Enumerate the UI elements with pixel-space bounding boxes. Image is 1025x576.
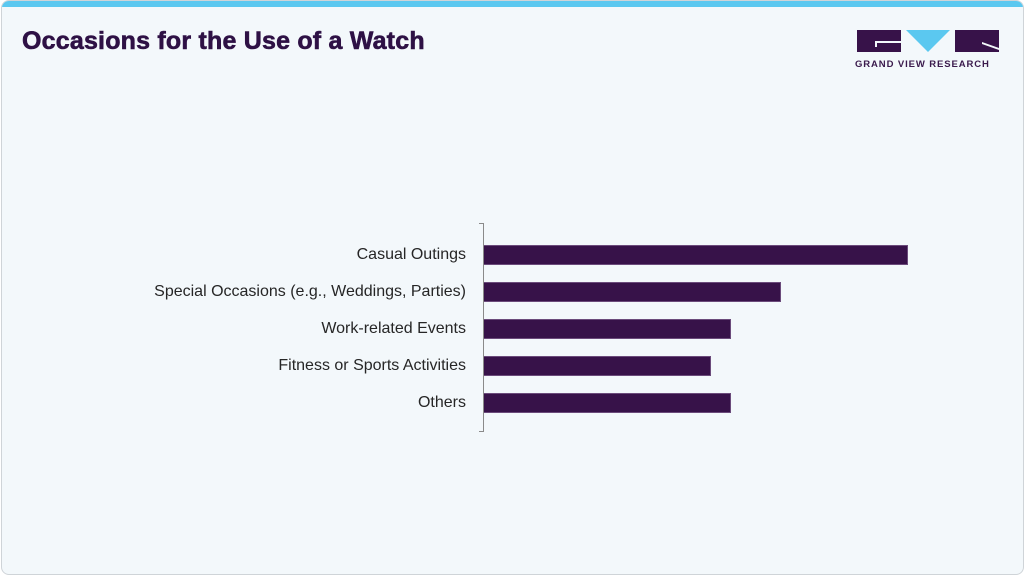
- grand-view-research-logo: GRAND VIEW RESEARCH: [855, 28, 1000, 73]
- category-label: Work-related Events: [321, 320, 466, 337]
- y-axis-line: [483, 223, 484, 432]
- bar-row: Others: [2, 392, 1023, 414]
- category-label: Others: [417, 394, 466, 411]
- page-title: Occasions for the Use of a Watch: [22, 27, 425, 56]
- bar-row: Special Occasions (e.g., Weddings, Parti…: [2, 281, 1023, 303]
- accent-top-bar: [2, 1, 1023, 7]
- category-label: Special Occasions (e.g., Weddings, Parti…: [154, 283, 466, 300]
- y-axis-tick-top: [479, 223, 484, 224]
- bar-row: Work-related Events: [2, 318, 1023, 340]
- logo-text: GRAND VIEW RESEARCH: [855, 59, 990, 70]
- bar: [484, 245, 908, 265]
- y-axis-tick-bottom: [479, 431, 484, 432]
- bar-row: Casual Outings: [2, 244, 1023, 266]
- gvr-logo-icon: [857, 30, 999, 52]
- bar-row: Fitness or Sports Activities: [2, 355, 1023, 377]
- category-label: Casual Outings: [356, 246, 466, 263]
- bar: [484, 319, 731, 339]
- category-label: Fitness or Sports Activities: [278, 357, 466, 374]
- bar: [484, 393, 731, 413]
- bar: [484, 356, 711, 376]
- bar: [484, 282, 781, 302]
